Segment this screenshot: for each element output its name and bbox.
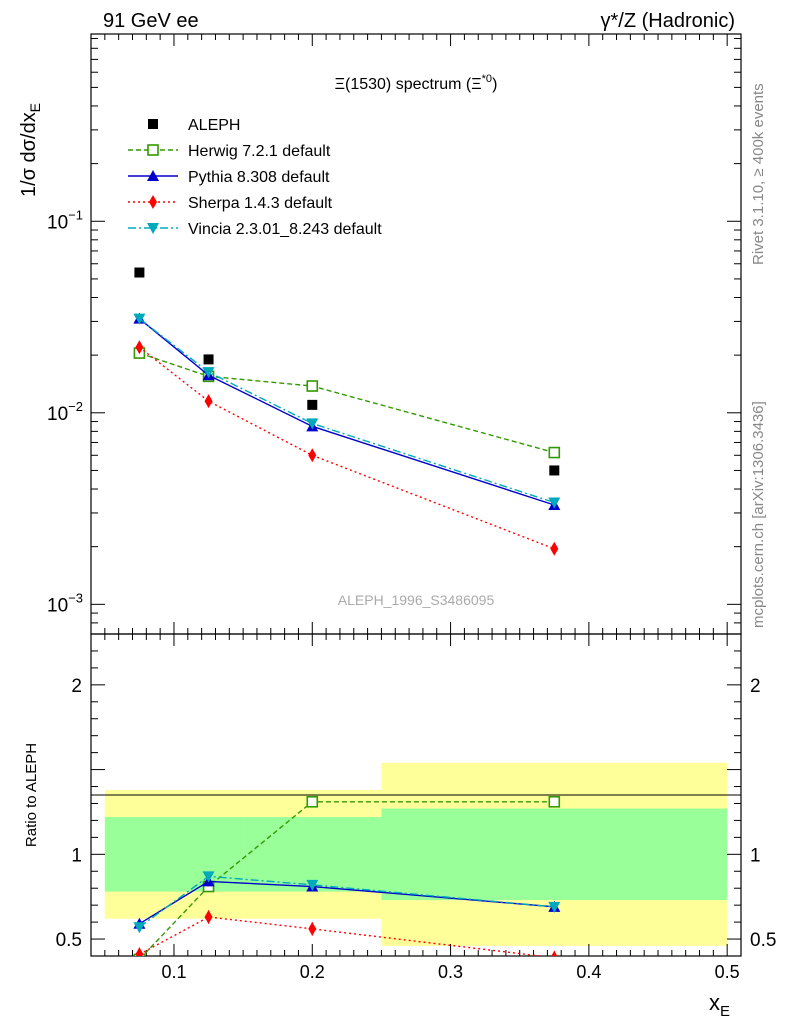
herwig-point xyxy=(548,446,561,459)
aleph-data-point xyxy=(203,354,214,365)
aleph-data-point xyxy=(307,399,318,410)
pythia-ratio-line xyxy=(139,880,555,925)
vincia-ratio-point xyxy=(306,879,319,891)
y-tick-label: 10−3 xyxy=(47,590,83,616)
rivet-label: Rivet 3.1.10, ≥ 400k events xyxy=(750,83,767,265)
vincia-point xyxy=(548,497,561,509)
chart-title-end: ) xyxy=(492,76,497,93)
legend-aleph-marker xyxy=(148,119,158,129)
x-tick-label: 0.2 xyxy=(300,962,325,982)
y-axis-label: 1/σ dσ/dxE xyxy=(18,103,43,197)
x-axis-label: xE xyxy=(709,990,730,1020)
series-layer xyxy=(133,267,561,956)
x-axis-label-sub: E xyxy=(720,1003,730,1020)
sherpa-point xyxy=(550,541,559,556)
ratio-band-inner xyxy=(104,817,174,892)
y-tick-exp: −2 xyxy=(68,399,83,414)
main-series-group xyxy=(133,267,561,556)
ratio-band-inner xyxy=(381,808,728,901)
sherpa-ratio-point xyxy=(204,910,213,925)
ratio-band-inner xyxy=(243,817,382,892)
herwig-line xyxy=(139,352,555,454)
pythia-line xyxy=(138,318,555,506)
ratio-tick-label-right: 0.5 xyxy=(750,930,776,951)
vincia-ratio-line xyxy=(138,875,555,928)
legend-sherpa-label: Sherpa 1.4.3 default xyxy=(188,195,333,212)
legend: ALEPH Herwig 7.2.1 default Pythia 8.308 de… xyxy=(128,117,382,238)
sherpa-point xyxy=(204,394,213,409)
sherpa-line xyxy=(138,346,555,550)
y-tick-base: 10 xyxy=(47,212,68,233)
ratio-axis-label: Ratio to ALEPH xyxy=(23,743,40,847)
sherpa-ratio-line xyxy=(139,916,546,956)
herwig-ratio-point xyxy=(548,795,561,808)
vincia-line xyxy=(138,318,555,504)
herwig-point xyxy=(306,380,319,392)
x-tick-label: 0.1 xyxy=(161,962,186,982)
x-tick-label: 0.5 xyxy=(715,962,740,982)
x-tick-label: 0.4 xyxy=(576,962,601,982)
ratio-tick-label: 0.5 xyxy=(56,930,82,951)
y-axis-label-sub: E xyxy=(27,103,43,112)
ratio-series-group xyxy=(133,795,561,956)
legend-herwig-marker xyxy=(147,144,159,156)
vincia-ratio-point xyxy=(202,871,215,883)
x-tick-label: 0.3 xyxy=(438,962,463,982)
aleph-data-point xyxy=(549,465,560,476)
axes: 0.1 0.2 0.3 0.4 0.510−110−210−32 21 10.5 0.5 xyxy=(47,34,776,982)
legend-aleph-label: ALEPH xyxy=(188,117,240,134)
ratio-tick-label: 1 xyxy=(71,845,82,866)
vincia-point xyxy=(306,418,319,430)
y-tick-label: 10−1 xyxy=(47,207,83,233)
ratio-tick-label-right: 2 xyxy=(750,676,761,697)
y-tick-label: 10−2 xyxy=(47,399,83,425)
legend-pythia-label: Pythia 8.308 default xyxy=(188,169,330,186)
mcplots-label: mcplots.cern.ch [arXiv:1306.3436] xyxy=(750,401,767,628)
ratio-tick-label-right: 1 xyxy=(750,845,761,866)
legend-sherpa-marker xyxy=(149,195,157,209)
herwig-ratio-line xyxy=(141,801,555,956)
aleph-data-point xyxy=(134,267,145,278)
vincia-point xyxy=(202,367,215,379)
y-tick-exp: −1 xyxy=(68,207,83,222)
herwig-ratio-point xyxy=(306,795,319,808)
legend-herwig-label: Herwig 7.2.1 default xyxy=(188,143,331,160)
sherpa-point xyxy=(135,340,144,355)
sherpa-ratio-point xyxy=(308,921,317,936)
analysis-watermark: ALEPH_1996_S3486095 xyxy=(338,592,495,608)
header-right: γ*/Z (Hadronic) xyxy=(601,10,735,32)
vincia-ratio-point xyxy=(548,901,561,913)
legend-vincia-marker xyxy=(147,223,159,234)
legend-vincia-label: Vincia 2.3.01_8.243 default xyxy=(188,221,382,238)
y-tick-base: 10 xyxy=(47,404,68,425)
vincia-ratio-point xyxy=(133,922,146,934)
sherpa-ratio-point xyxy=(551,950,558,956)
y-axis-label-main: 1/σ dσ/dx xyxy=(18,112,40,197)
header-left: 91 GeV ee xyxy=(103,10,199,32)
ratio-tick-label: 2 xyxy=(71,676,82,697)
sherpa-point xyxy=(308,448,317,463)
chart-title-main: Ξ(1530) spectrum (Ξ xyxy=(335,76,482,93)
y-tick-base: 10 xyxy=(47,595,68,616)
ratio-uncertainty-bands xyxy=(104,762,728,946)
chart-title: Ξ(1530) spectrum (Ξ*0) xyxy=(335,73,498,93)
x-axis-label-main: x xyxy=(709,990,720,1015)
y-tick-exp: −3 xyxy=(68,590,83,605)
chart-title-sup: *0 xyxy=(482,73,492,85)
sherpa-ratio-point xyxy=(135,947,144,956)
legend-pythia-marker xyxy=(147,170,159,181)
vincia-point xyxy=(133,313,146,325)
